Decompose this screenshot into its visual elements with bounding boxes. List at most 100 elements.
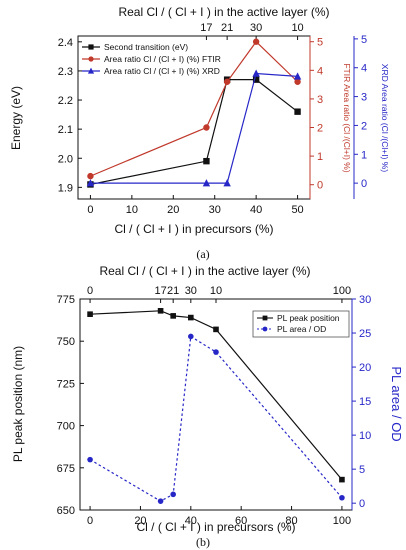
panel-a-xrd-ratio-line [90,72,298,184]
panel-a-ylabel-left: Energy (eV) [9,86,23,150]
panel-b-pl-area-line [89,335,343,502]
panel-a-second-transition-point [252,76,260,83]
panel-a-xrd-tick-label: 2 [361,120,367,132]
panel-a-ftir-ratio-point [87,172,94,180]
panel-a-top-tick-label: 30 [250,22,262,34]
panel-a-second-transition-point [294,108,301,115]
panel-b-top-tick-label: 100 [333,285,351,297]
panel-a: Real Cl / ( Cl + I ) in the active layer… [9,5,390,261]
panel-b-top-tick-label: 17 [154,285,166,297]
panel-b-pl-peak-line [90,310,343,481]
panel-b-yleft-tick-label: 700 [57,421,75,433]
panel-b-yleft-tick-label: 725 [57,378,75,390]
panel-a-legend-second-transition-label: Second transition (eV) [104,42,188,52]
panel-b-yright-tick-label: 10 [359,430,371,442]
panel-b-x-tick-label: 40 [185,515,197,527]
panel-a-ftir-tick-label: 1 [317,151,323,163]
panel-a-xrd-ratio-point [252,69,260,77]
panel-b-legend-pl-area-marker [262,326,268,332]
panel-a-legend-ftir-ratio-label: Area ratio Cl / (Cl + I) (%) FTIR [104,54,221,64]
panel-a-top-xlabel: Real Cl / ( Cl + I ) in the active layer… [118,5,329,19]
panel-b-pl-peak-point [213,326,219,333]
panel-a-legend-xrd-ratio-marker [87,67,95,74]
panel-b-yright-tick-label: 20 [359,362,371,374]
panel-a-legend-second-transition-marker [88,44,94,50]
panel-b-yright-tick-label: 15 [359,396,371,408]
panel-b-caption: (b) [196,535,210,549]
panel-b-yright-tick-label: 25 [359,328,371,340]
panel-a-legend: Second transition (eV) Area ratio Cl / (C… [82,42,221,76]
panel-b-ylabel-right: PL area / OD [389,366,404,441]
panel-a-ftir-ratio-point [294,78,301,85]
panel-a-ylabel-xrd: XRD Area ratio (Cl /(Cl+I) %) [380,64,390,173]
panel-b-yright-tick-label: 30 [359,294,371,306]
panel-b-legend-pl-peak-marker [262,315,268,321]
panel-a-yleft-tick-label: 2.1 [58,124,73,136]
panel-b-x-tick-label: 20 [134,515,146,527]
panel-a-top-tick-label: 10 [291,22,303,34]
panel-a-ftir-tick-label: 2 [317,123,323,135]
panel-b-x-tick-label: 100 [333,515,351,527]
panel-b-legend-pl-area-label: PL area / OD [277,324,326,334]
panel-b-top-tick-label: 30 [185,285,197,297]
panel-b-legend-box [252,310,350,338]
panel-a-ftir-tick-label: 0 [317,180,323,192]
panel-b-pl-area-point [339,494,345,501]
panel-b-yright-tick-label: 5 [359,464,365,476]
panel-b-x-tick-label: 80 [285,515,297,527]
panel-b-x-tick-label: 0 [87,515,93,527]
panel-a-ftir-tick-label: 3 [317,94,323,106]
panel-a-yleft-tick-label: 2.4 [58,37,73,49]
panel-a-x-tick-label: 10 [126,204,138,216]
panel-b-pl-peak-point [339,476,345,483]
panel-a-xrd-ratio-point [223,179,231,187]
panel-a-yleft-tick-label: 2.0 [58,153,73,165]
panel-a-ftir-tick-label: 5 [317,37,323,49]
panel-a-xrd-tick-label: 3 [361,92,367,104]
panel-a-ftir-tick-label: 4 [317,65,323,77]
panel-b-yleft-tick-label: 650 [57,505,75,517]
panel-a-xrd-ratio-point [86,179,95,187]
panel-b-top-tick-label: 21 [167,285,179,297]
panel-b-top-xlabel: Real Cl / ( Cl + I ) in the active layer… [99,264,310,278]
panel-b-pl-area-point [87,456,93,463]
panel-b-pl-peak-point [170,313,176,319]
panel-b-pl-peak-point [188,314,194,321]
panel-a-xrd-tick-label: 4 [361,63,367,75]
panel-a-caption: (a) [196,247,209,261]
panel-b-x-tick-label: 60 [235,515,247,527]
panel-b-yleft-tick-label: 675 [57,463,75,475]
panel-b-legend-pl-peak-label: PL peak position [277,313,340,323]
panel-a-ylabel-ftir: FTIR Area ratio (Cl /(Cl+I) %) [342,63,352,173]
panel-a-xlabel: Cl / ( Cl + I ) in precursors (%) [114,222,273,236]
panel-b-ylabel-left: PL peak position (nm) [11,346,25,462]
panel-a-ftir-ratio-point [203,124,210,131]
panel-b-pl-peak-point [157,308,164,314]
panel-a-x-tick-label: 20 [167,204,179,216]
panel-a-yleft-tick-label: 2.2 [58,95,73,107]
panel-b-yright-tick-label: 0 [359,498,365,510]
panel-b-yleft-tick-label: 775 [57,294,75,306]
panel-a-second-transition-line [90,79,298,186]
panel-a-yleft-tick-label: 2.3 [58,66,73,78]
panel-b-pl-area-point [170,491,176,498]
panel-a-ftir-ratio-point [252,38,260,45]
panel-a-top-tick-label: 17 [200,22,212,34]
panel-a-x-tick-label: 0 [87,204,93,216]
panel-a-x-tick-label: 40 [250,204,262,216]
panel-a-yleft-tick-label: 1.9 [58,182,73,194]
panel-b-pl-area-point [188,333,194,340]
panel-a-legend-ftir-ratio-marker [88,56,94,62]
panel-b-xlabel: Cl / ( Cl + I ) in precursors (%) [136,520,295,534]
panel-a-xrd-ratio-point [202,179,211,187]
panel-a-xrd-tick-label: 5 [361,34,367,46]
panel-a-legend-xrd-ratio-label: Area ratio Cl / (Cl + I) (%) XRD [104,66,220,76]
panel-a-x-tick-label: 30 [209,204,221,216]
panel-a-second-transition-point [203,157,210,165]
panel-b-pl-peak-point [87,311,93,317]
panel-b-yleft-tick-label: 750 [57,336,75,348]
panel-a-ftir-ratio-point [223,78,231,85]
panel-b-pl-area-point [213,349,219,355]
